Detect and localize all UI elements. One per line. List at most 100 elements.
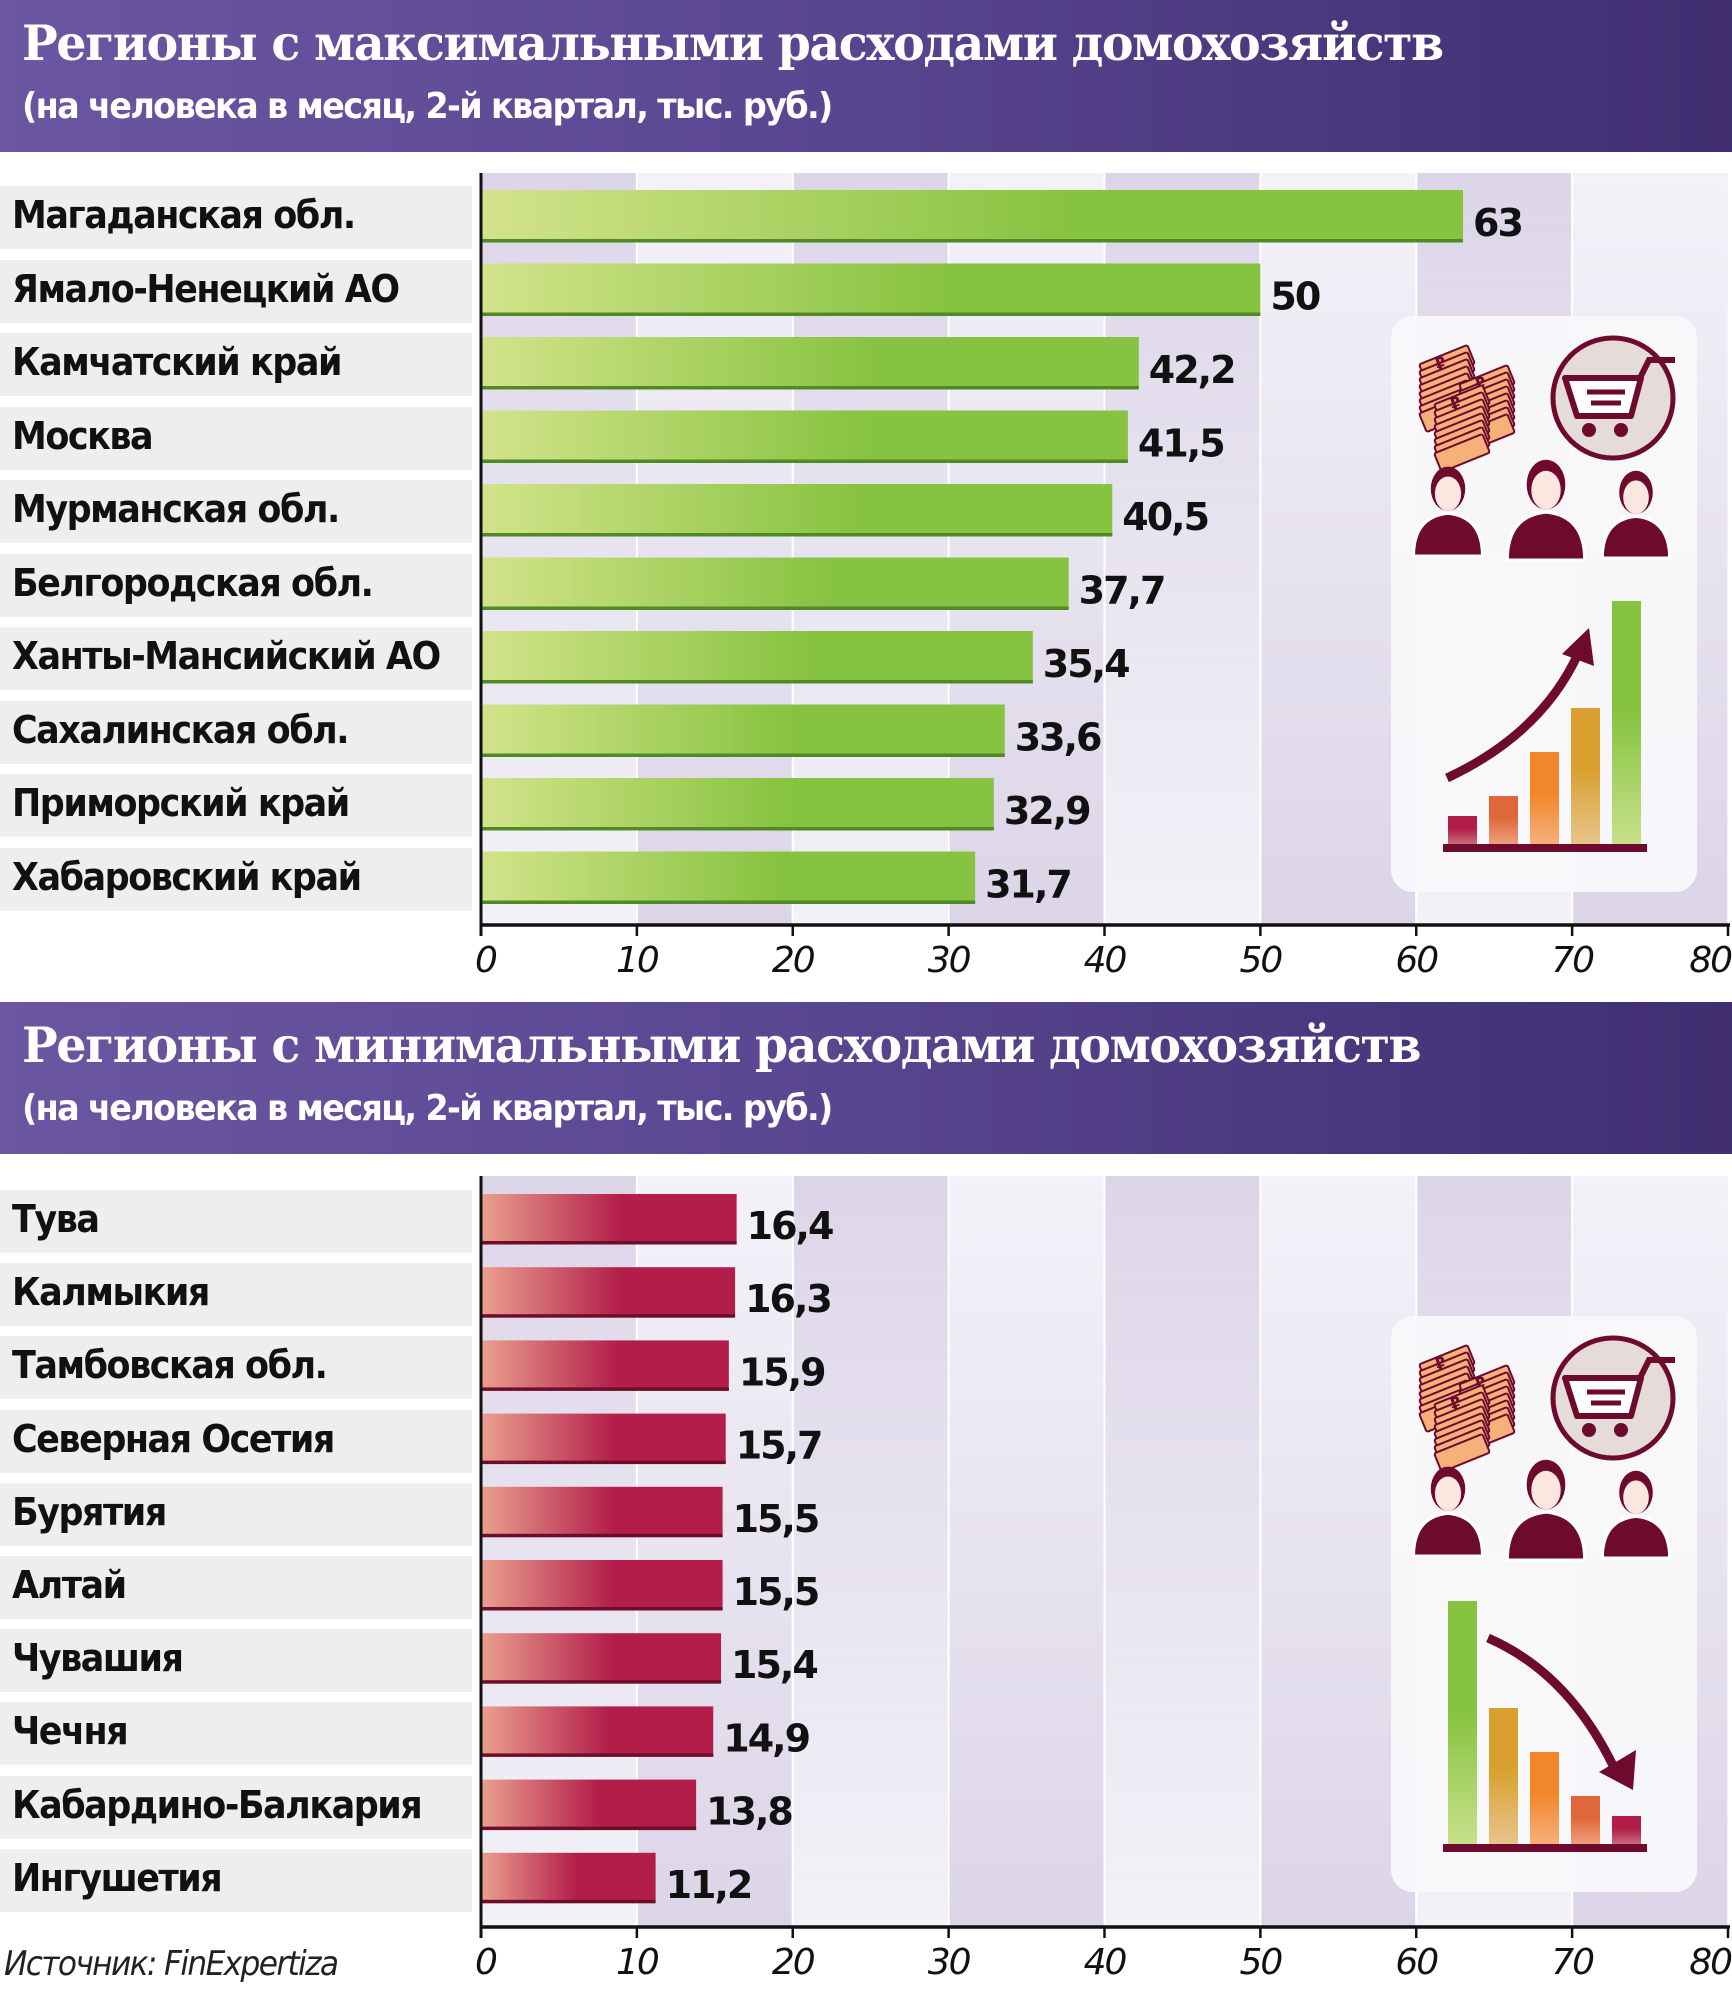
category-label: Ингушетия (0, 1848, 472, 1912)
bar (481, 557, 1069, 610)
ruble-money-stack-icon: ₽₽₽ (1418, 1344, 1516, 1473)
grid-stripe (1261, 173, 1416, 925)
value-label: 37,7 (1079, 569, 1165, 613)
bar-edge (481, 827, 994, 831)
category-label-text: Тува (12, 1197, 100, 1241)
value-label: 32,9 (1004, 789, 1090, 833)
bar (481, 1486, 723, 1537)
value-label: 50 (1270, 275, 1319, 319)
header-min: Регионы с минимальными расходами домохоз… (0, 1002, 1732, 1154)
category-label-text: Чувашия (12, 1636, 184, 1681)
people-group-icon (1412, 1459, 1672, 1562)
bar-edge (481, 533, 1113, 537)
bar-edge (481, 1387, 729, 1391)
bar-edge (481, 1680, 722, 1684)
x-tick-label: 60 (1395, 1942, 1438, 1983)
value-label: 15,5 (733, 1570, 819, 1614)
category-label-text: Мурманская обл. (12, 487, 340, 531)
category-label: Сахалинская обл. (0, 700, 472, 764)
value-label: 15,5 (733, 1497, 819, 1541)
bar-edge (481, 753, 1005, 757)
category-label-text: Тамбовская обл. (12, 1343, 328, 1388)
source-note: Источник: FinExpertiza (4, 1944, 339, 1984)
x-tick-label: 20 (772, 1942, 815, 1983)
bar (481, 631, 1033, 683)
bar (481, 1779, 697, 1830)
category-label: Мурманская обл. (0, 480, 472, 543)
x-tick-label: 80 (1689, 1942, 1732, 1983)
category-label-text: Чечня (12, 1709, 129, 1754)
category-label: Приморский край (0, 774, 472, 837)
x-tick-label: 0 (475, 940, 497, 981)
x-tick-label: 0 (475, 1942, 497, 1983)
bar-edge (481, 1314, 736, 1318)
bar (481, 190, 1464, 242)
value-label: 42,2 (1149, 348, 1235, 392)
category-label: Тамбовская обл. (0, 1336, 472, 1400)
category-label: Бурятия (0, 1482, 472, 1546)
bar (481, 778, 994, 830)
category-label: Москва (0, 406, 472, 470)
x-tick-label: 20 (772, 940, 815, 981)
people-group-icon (1412, 459, 1672, 562)
bar-edge (481, 459, 1128, 463)
bar-edge (481, 1826, 697, 1831)
x-tick-label: 50 (1239, 940, 1282, 981)
bar (481, 1267, 736, 1318)
category-label: Северная Осетия (0, 1409, 472, 1473)
category-label-text: Магаданская обл. (12, 193, 356, 237)
category-label-text: Бурятия (12, 1489, 167, 1534)
bar-edge (481, 239, 1464, 243)
rising-bar-chart-icon (1443, 601, 1647, 852)
value-label: 63 (1473, 201, 1522, 245)
bar (481, 410, 1128, 463)
bar-edge (481, 1607, 723, 1611)
value-label: 14,9 (723, 1716, 809, 1760)
bar (481, 1413, 726, 1464)
chart-subtitle-min: (на человека в месяц, 2-й квартал, тыс. … (22, 1088, 833, 1129)
category-label-text: Москва (12, 413, 154, 458)
chart-max-expenses: ₽ ₽ ₽ 63 50 42,2 41,5 40,5 37,7 35,4 33,6 32,9 31,7 0… (0, 173, 1732, 981)
value-label: 33,6 (1015, 716, 1101, 760)
value-label: 41,5 (1138, 422, 1224, 466)
category-label: Ямало-Ненецкий АО (0, 259, 472, 323)
bar (481, 1633, 722, 1684)
category-label-text: Сахалинская обл. (12, 707, 350, 752)
category-label-text: Кабардино-Балкария (12, 1782, 423, 1827)
x-tick-label: 80 (1689, 940, 1732, 981)
falling-bar-chart-icon (1443, 1601, 1647, 1852)
value-label: 31,7 (985, 863, 1071, 907)
x-tick-label: 10 (616, 940, 659, 981)
category-label-text: Северная Осетия (12, 1416, 335, 1461)
bar (481, 263, 1261, 316)
category-label-text: Ингушетия (12, 1855, 223, 1900)
header-max: Регионы с максимальными расходами домохо… (0, 0, 1732, 152)
category-label: Камчатский край (0, 333, 472, 396)
bar (481, 1852, 656, 1903)
bar-edge (481, 1533, 723, 1538)
bar (481, 484, 1113, 536)
value-label: 13,8 (706, 1790, 792, 1834)
bar-edge (481, 1753, 714, 1757)
x-tick-label: 50 (1239, 1942, 1282, 1983)
bar-edge (481, 900, 976, 904)
x-tick-label: 10 (616, 1942, 659, 1983)
grid-stripe (949, 1176, 1104, 1927)
category-label: Тува (0, 1190, 472, 1253)
bar (481, 1340, 729, 1391)
category-label-text: Приморский край (12, 781, 350, 825)
category-label-text: Калмыкия (12, 1270, 210, 1315)
value-label: 40,5 (1122, 495, 1208, 539)
x-tick-label: 30 (928, 940, 971, 981)
category-label-text: Ханты-Мансийский АО (12, 634, 441, 678)
category-label: Белгородская обл. (0, 553, 472, 617)
bar (481, 851, 976, 904)
bar (481, 704, 1005, 757)
category-label: Кабардино-Балкария (0, 1775, 472, 1839)
category-label: Ханты-Мансийский АО (0, 627, 472, 690)
category-label: Хабаровский край (0, 847, 472, 911)
category-label: Чувашия (0, 1629, 472, 1693)
bar-edge (481, 1899, 656, 1904)
